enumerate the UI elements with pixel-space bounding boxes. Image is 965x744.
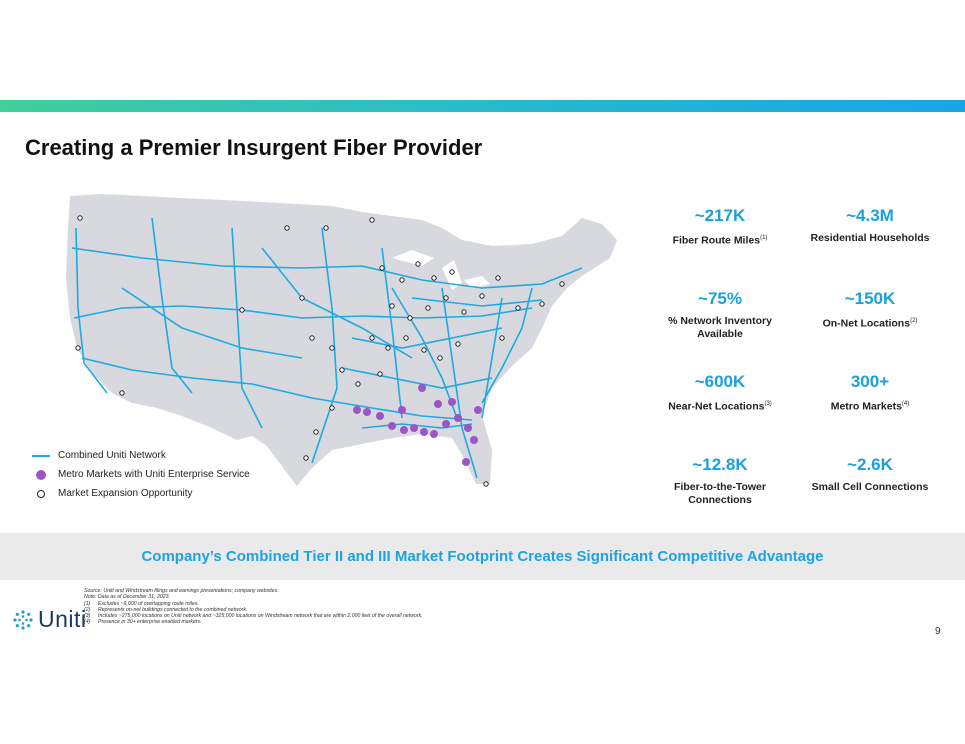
legend-item-metro: Metro Markets with Uniti Enterprise Serv…: [30, 465, 250, 484]
stat-value: 300+: [850, 372, 890, 391]
footnotes: Source: Uniti and Windstream filings and…: [84, 588, 644, 626]
network-routes: [71, 217, 583, 479]
footnote-ref: (1): [760, 235, 768, 241]
source-note: Source: Uniti and Windstream filings and…: [84, 588, 279, 594]
header-gradient-bar: [0, 100, 965, 112]
stat-label: Fiber Route Miles: [672, 234, 761, 247]
us-landmass: [66, 194, 617, 486]
stat-label: Metro Markets: [830, 400, 902, 413]
footnote-ref: (4): [901, 401, 910, 407]
stat-value: ~217K: [694, 206, 746, 225]
stat-value: ~4.3M: [846, 206, 894, 225]
stat-label: % Network Inventory Available: [668, 315, 772, 340]
stat-small-cell: ~2.6K Small Cell Connections: [805, 447, 935, 530]
expansion-opportunity-dots: [75, 215, 565, 487]
logo-wordmark: Uniti: [38, 606, 87, 632]
footnote-ref: (2): [910, 318, 918, 324]
network-line-swatch: [32, 454, 50, 457]
stat-on-net-locations: ~150K On-Net Locations(2): [805, 281, 935, 364]
uniti-logo-icon: [13, 609, 33, 630]
metro-dot-swatch: [36, 469, 46, 480]
us-network-map: [66, 194, 617, 487]
stat-label: On-Net Locations: [822, 317, 911, 330]
expansion-dot-swatch: [37, 489, 45, 498]
stat-value: ~2.6K: [847, 455, 893, 474]
stat-value: ~12.8K: [692, 455, 748, 474]
banner-text: Company’s Combined Tier II and III Marke…: [141, 548, 824, 565]
map-legend: Combined Uniti Network Metro Markets wit…: [30, 446, 250, 503]
page-title: Creating a Premier Insurgent Fiber Provi…: [25, 135, 483, 160]
stat-value: ~150K: [844, 289, 896, 308]
stat-residential-households: ~4.3M Residential Households: [805, 198, 935, 281]
legend-item-network: Combined Uniti Network: [30, 446, 250, 465]
legend-label-expansion: Market Expansion Opportunity: [58, 488, 193, 499]
stat-value: ~75%: [698, 289, 742, 308]
legend-label-network: Combined Uniti Network: [58, 450, 166, 461]
stat-value: ~600K: [694, 372, 746, 391]
great-lakes: [392, 250, 490, 290]
footnote-3: (3) Includes ~275,000 locations on Uniti …: [84, 613, 423, 620]
stat-network-inventory: ~75% % Network Inventory Available: [655, 281, 785, 364]
footnote-2: (2) Represents on-net buildings connected…: [84, 606, 248, 613]
legend-item-expansion: Market Expansion Opportunity: [30, 484, 250, 503]
footnote-ref: (3): [764, 401, 772, 407]
stat-label: Near-Net Locations: [668, 400, 765, 413]
stat-fiber-route-miles: ~217K Fiber Route Miles(1): [655, 198, 785, 281]
date-note: Note: Data as of December 31, 2023.: [84, 594, 170, 601]
stat-near-net-locations: ~600K Near-Net Locations(3): [655, 364, 785, 447]
stat-fiber-to-tower: ~12.8K Fiber-to-the-Tower Connections: [655, 447, 785, 530]
uniti-logo: Uniti: [12, 606, 87, 633]
takeaway-banner: Company’s Combined Tier II and III Marke…: [0, 533, 965, 580]
stat-label: Small Cell Connections: [811, 481, 929, 493]
metro-market-dots: [353, 384, 482, 466]
stat-label: Residential Households: [810, 232, 930, 244]
footnote-1: (1) Excludes ~9,000 of overlapping route …: [84, 600, 199, 607]
key-stats-grid: ~217K Fiber Route Miles(1) ~4.3M Residen…: [655, 198, 945, 530]
page-number: 9: [935, 626, 941, 637]
stat-metro-markets: 300+ Metro Markets(4): [805, 364, 935, 447]
stat-label: Fiber-to-the-Tower Connections: [674, 481, 766, 506]
footnote-4: (4) Presence in 30+ enterprise enabled ma…: [84, 619, 202, 626]
legend-label-metro: Metro Markets with Uniti Enterprise Serv…: [58, 469, 250, 480]
